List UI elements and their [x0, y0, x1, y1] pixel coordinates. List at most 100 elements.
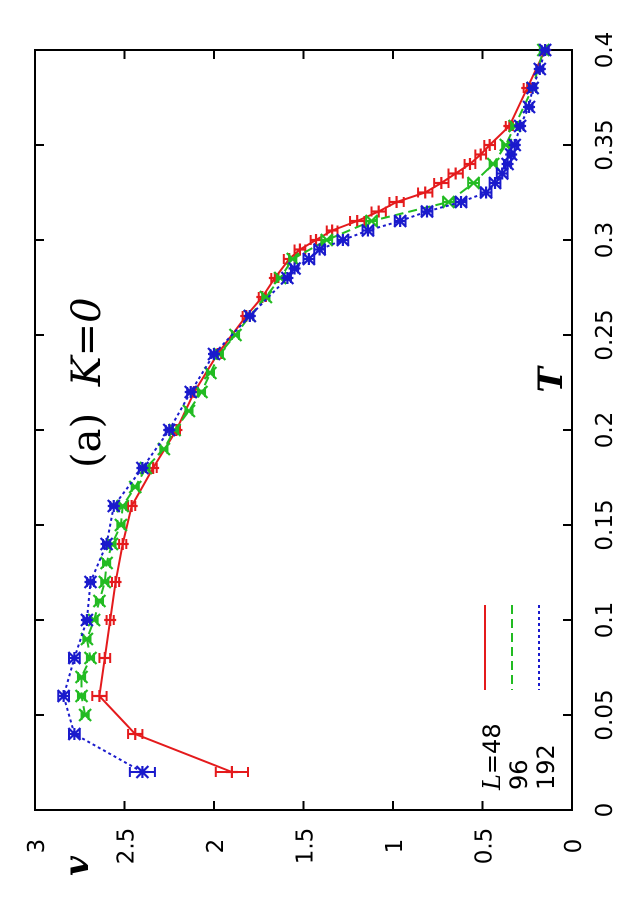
y-tick-label: 0 [561, 839, 587, 854]
marker-stroke [83, 651, 98, 665]
marker-stroke [538, 43, 552, 57]
marker-stroke [259, 290, 273, 304]
y-tick-label: 2.5 [114, 828, 140, 865]
data-point [522, 100, 536, 114]
marker-stroke [488, 176, 502, 190]
marker-stroke [495, 166, 509, 181]
x-axis-title: T [531, 365, 571, 393]
data-point [135, 765, 150, 779]
marker-stroke [162, 423, 177, 437]
panel-title: (a) K=0 [64, 297, 110, 468]
data-point [67, 727, 82, 741]
data-point [98, 575, 112, 589]
data-point [319, 233, 334, 247]
data-point [109, 576, 122, 588]
data-point [162, 423, 177, 437]
data-point [474, 148, 487, 161]
data-point [466, 176, 481, 190]
marker-stroke [99, 556, 114, 570]
y-axis-title: v [57, 855, 97, 876]
data-point [182, 404, 196, 418]
data-point [116, 538, 129, 550]
data-point [104, 614, 117, 626]
marker-stroke [302, 252, 316, 266]
data-point [488, 176, 502, 190]
marker-stroke [80, 613, 94, 627]
marker-stroke [56, 689, 71, 703]
data-point [483, 139, 496, 151]
marker-stroke [183, 385, 198, 399]
data-point [92, 594, 107, 608]
data-point [78, 708, 92, 722]
x-tick-label: 0.4 [592, 32, 618, 69]
data-point [513, 119, 527, 133]
marker-stroke [393, 214, 407, 228]
data-point [310, 234, 323, 246]
data-point [98, 652, 111, 664]
marker-stroke [203, 366, 218, 380]
x-tick-label: 0.2 [592, 412, 618, 449]
marker-stroke [114, 518, 128, 532]
data-point [228, 328, 243, 342]
marker-stroke [513, 119, 527, 133]
y-tick-label: 3 [24, 839, 50, 854]
marker-stroke [287, 261, 302, 276]
data-point [93, 690, 106, 702]
data-point [435, 177, 448, 189]
y-tick-label: 0.5 [472, 828, 498, 865]
data-point [441, 195, 456, 209]
data-point [533, 62, 547, 76]
data-point [106, 499, 121, 513]
legend-label-2: 192 [532, 744, 560, 790]
data-point [293, 243, 306, 256]
marker-stroke [83, 575, 98, 589]
marker-stroke [182, 404, 196, 418]
x-tick-label: 0.15 [592, 499, 618, 550]
data-point [351, 215, 364, 227]
data-point [114, 518, 128, 532]
data-point [463, 158, 476, 170]
labels: (a) K=0 T v 0 0.05 0.1 0.15 0.2 0.25 0.3 0.35 0.… [24, 32, 618, 876]
marker-stroke [194, 385, 209, 399]
marker-stroke [486, 157, 501, 171]
data-point [419, 186, 432, 199]
legend-title: L [478, 774, 506, 791]
marker-stroke [336, 233, 350, 247]
data-point [336, 233, 350, 247]
x-tick-label: 0.35 [592, 119, 618, 170]
data-point [361, 223, 375, 238]
panel-title-label: (a) [64, 413, 110, 468]
data-point [83, 575, 98, 589]
data-point [393, 214, 407, 228]
marker-stroke [441, 195, 456, 209]
x-tick-label: 0.3 [592, 222, 618, 259]
marker-stroke [135, 765, 150, 779]
x-tick-label: 0.1 [592, 602, 618, 639]
marker-stroke [454, 195, 468, 209]
data-point [312, 242, 327, 257]
data-point [243, 309, 257, 323]
marker-stroke [420, 204, 434, 219]
data-point [507, 138, 522, 152]
data-point [183, 385, 198, 399]
data-point [194, 385, 209, 399]
data-point [67, 651, 82, 665]
data-point [479, 185, 493, 200]
data-layer [56, 43, 552, 779]
marker-stroke [135, 461, 150, 475]
marker-stroke [228, 328, 243, 342]
y-tick-label: 2 [203, 839, 229, 854]
data-point [207, 347, 221, 361]
marker-stroke [533, 62, 547, 76]
data-point [495, 166, 509, 181]
legend-label-0: L=48 [478, 723, 506, 791]
marker-stroke [319, 233, 334, 247]
data-point [74, 670, 89, 684]
data-point [525, 81, 540, 95]
marker-stroke [466, 176, 481, 190]
series-line-0 [98, 49, 547, 773]
y-tick-label: 1 [382, 839, 408, 854]
marker-stroke [99, 537, 114, 551]
x-tick-label: 0.05 [592, 689, 618, 740]
